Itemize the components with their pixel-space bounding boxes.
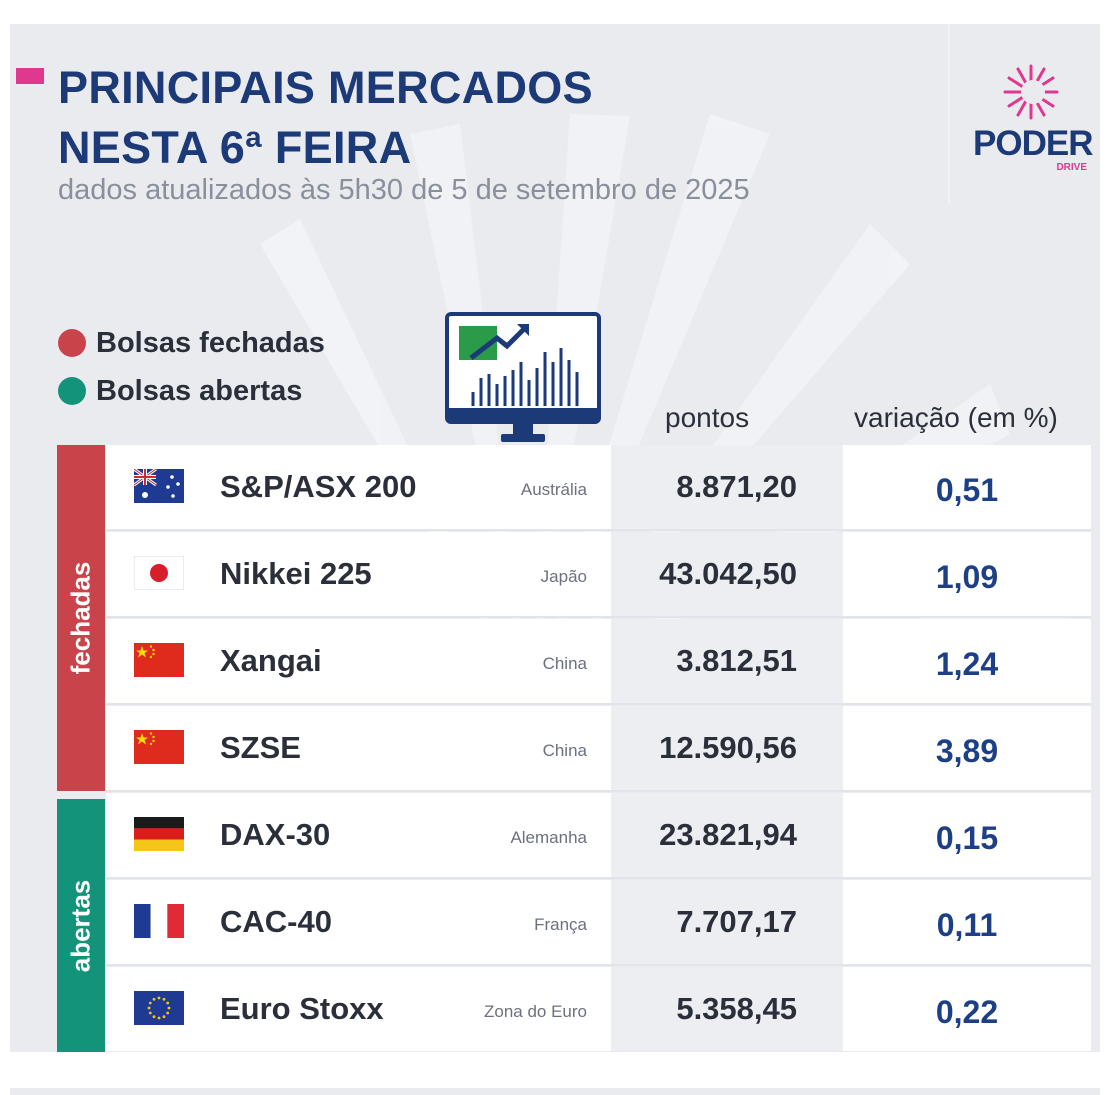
index-cell: CAC-40 França — [106, 880, 611, 966]
index-name: DAX-30 — [220, 817, 331, 852]
points-value: 5.358,45 — [676, 991, 797, 1026]
country-name: China — [542, 654, 587, 673]
table-row: CAC-40 França 7.707,17 0,11 — [106, 880, 1100, 966]
table-row: S&P/ASX 200 Austrália 8.871,20 0,51 — [106, 445, 1100, 531]
index-name: CAC-40 — [220, 904, 332, 939]
bottom-strip — [10, 1088, 1100, 1095]
legend-item-open: Bolsas abertas — [58, 367, 325, 415]
australia-flag-icon — [134, 469, 184, 503]
variation-cell: 3,89 — [843, 706, 1091, 792]
title-line-2: NESTA 6ª FEIRA — [58, 122, 412, 173]
china-flag-icon — [134, 643, 184, 677]
points-value: 43.042,50 — [659, 556, 797, 591]
variation-value: 1,24 — [935, 646, 999, 682]
variation-value: 0,51 — [935, 472, 999, 508]
table-row: Xangai China 3.812,51 1,24 — [106, 619, 1100, 705]
index-name: Nikkei 225 — [220, 556, 372, 591]
variation-value: 1,09 — [935, 559, 999, 595]
table-row: Euro Stoxx Zona do Euro 5.358,45 0,22 — [106, 967, 1100, 1052]
points-value: 12.590,56 — [659, 730, 797, 765]
variation-cell: 1,24 — [843, 619, 1091, 705]
legend-label-closed: Bolsas fechadas — [96, 326, 325, 359]
legend-label-open: Bolsas abertas — [96, 374, 303, 407]
japan-flag-icon — [134, 556, 184, 590]
country-name: Austrália — [520, 480, 587, 499]
points-value: 23.821,94 — [659, 817, 797, 852]
group-bar-open: abertas — [57, 799, 105, 1052]
sunburst-logo-icon — [1003, 64, 1059, 120]
group-label-open: abertas — [65, 879, 96, 972]
infographic-card: PRINCIPAIS MERCADOS NESTA 6ª FEIRA dados… — [10, 24, 1100, 1052]
column-header-variation: variação (em %) — [854, 402, 1058, 433]
france-flag-icon — [134, 904, 184, 938]
variation-cell: 0,11 — [843, 880, 1091, 966]
index-name: S&P/ASX 200 — [220, 469, 417, 504]
index-name: Euro Stoxx — [220, 991, 384, 1026]
variation-cell: 0,22 — [843, 967, 1091, 1051]
table-row: SZSE China 12.590,56 3,89 — [106, 706, 1100, 792]
variation-value: 0,11 — [936, 907, 998, 943]
legend-dot-closed — [58, 329, 86, 357]
variation-cell: 0,15 — [843, 793, 1091, 879]
points-cell: 43.042,50 — [611, 532, 843, 618]
points-cell: 3.812,51 — [611, 619, 843, 705]
table-row: DAX-30 Alemanha 23.821,94 0,15 — [106, 793, 1100, 879]
group-label-closed: fechadas — [65, 561, 96, 675]
points-value: 7.707,17 — [676, 904, 797, 939]
table-row: Nikkei 225 Japão 43.042,50 1,09 — [106, 532, 1100, 618]
variation-value: 0,15 — [935, 820, 999, 856]
variation-cell: 1,09 — [843, 532, 1091, 618]
variation-cell: 0,51 — [843, 445, 1091, 531]
monitor-chart-icon — [445, 312, 601, 442]
index-cell: S&P/ASX 200 Austrália — [106, 445, 611, 531]
group-bar-closed: fechadas — [57, 445, 105, 791]
points-value: 8.871,20 — [676, 469, 797, 504]
index-cell: DAX-30 Alemanha — [106, 793, 611, 879]
country-name: Zona do Euro — [483, 1002, 587, 1021]
poder-drive-logo: PODER DRIVE — [965, 62, 1095, 182]
points-cell: 5.358,45 — [611, 967, 843, 1051]
variation-value: 3,89 — [935, 733, 999, 769]
points-cell: 8.871,20 — [611, 445, 843, 531]
country-name: França — [534, 915, 587, 934]
china-flag-icon — [134, 730, 184, 764]
page-subtitle: dados atualizados às 5h30 de 5 de setemb… — [58, 174, 750, 206]
index-cell: Xangai China — [106, 619, 611, 705]
legend-item-closed: Bolsas fechadas — [58, 319, 325, 367]
eu-flag-icon — [134, 991, 184, 1025]
logo-divider — [948, 24, 950, 204]
points-cell: 12.590,56 — [611, 706, 843, 792]
germany-flag-icon — [134, 817, 184, 851]
variation-value: 0,22 — [935, 994, 999, 1030]
points-cell: 23.821,94 — [611, 793, 843, 879]
logo-wordmark: PODER — [973, 124, 1093, 163]
points-cell: 7.707,17 — [611, 880, 843, 966]
legend-dot-open — [58, 377, 86, 405]
index-cell: Euro Stoxx Zona do Euro — [106, 967, 611, 1051]
points-value: 3.812,51 — [676, 643, 797, 678]
column-header-points: pontos — [665, 402, 750, 433]
country-name: Japão — [540, 567, 587, 586]
index-name: Xangai — [220, 643, 322, 678]
page-title: PRINCIPAIS MERCADOS NESTA 6ª FEIRA — [58, 58, 593, 178]
legend: Bolsas fechadas Bolsas abertas — [58, 319, 325, 415]
title-line-1: PRINCIPAIS MERCADOS — [58, 62, 593, 113]
title-accent-bar — [16, 68, 44, 84]
logo-subtext: DRIVE — [1056, 162, 1087, 173]
index-cell: SZSE China — [106, 706, 611, 792]
country-name: China — [542, 741, 587, 760]
index-name: SZSE — [220, 730, 301, 765]
index-cell: Nikkei 225 Japão — [106, 532, 611, 618]
country-name: Alemanha — [510, 828, 587, 847]
